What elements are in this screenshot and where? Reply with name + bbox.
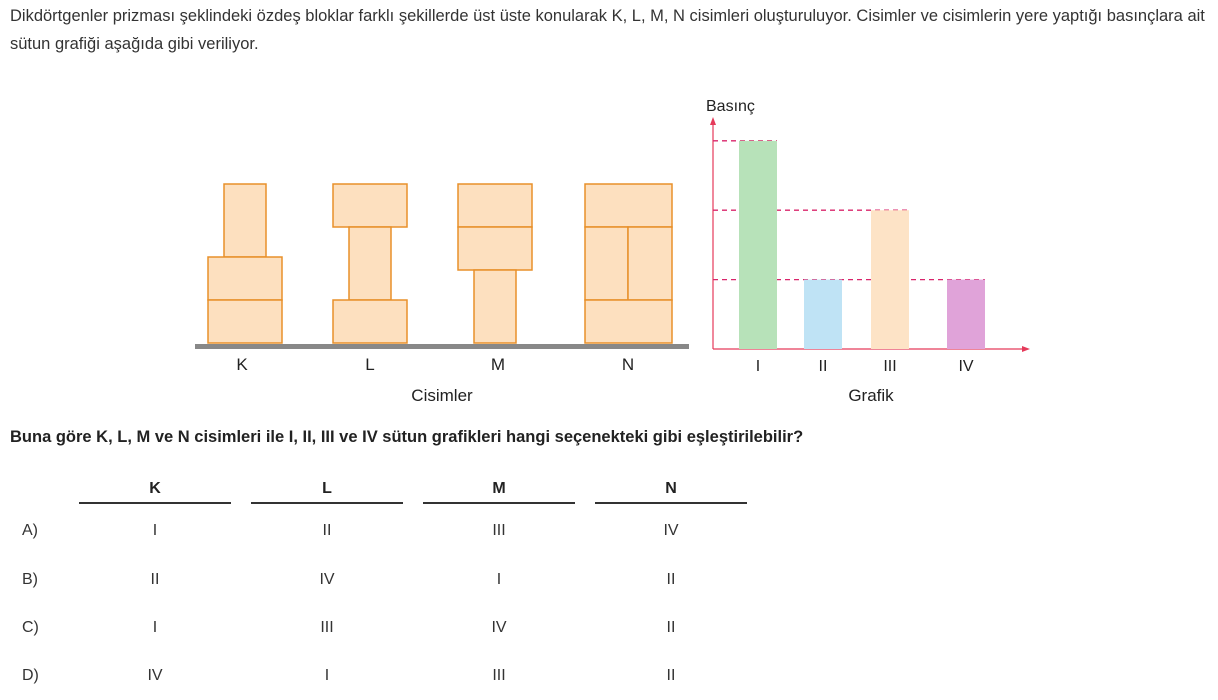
bar-i <box>739 140 777 349</box>
option-d-m: III <box>492 667 506 684</box>
option-a-m: III <box>492 522 506 539</box>
block <box>584 299 673 344</box>
intro-text: Dikdörtgenler prizması şeklindeki özdeş … <box>10 7 1205 53</box>
bar-iii <box>871 210 909 349</box>
block <box>473 269 517 344</box>
option-a-letter[interactable]: A) <box>22 522 38 539</box>
block <box>223 183 267 258</box>
option-b-l: IV <box>319 571 335 588</box>
option-c-m: IV <box>491 619 507 636</box>
block <box>207 299 283 344</box>
option-c-l: III <box>320 619 334 636</box>
block <box>584 183 673 228</box>
option-b-k: II <box>150 571 160 588</box>
option-d-n: II <box>666 667 676 684</box>
object-label-k: K <box>236 355 248 374</box>
option-d-l: I <box>324 667 330 684</box>
header-underline <box>595 502 747 504</box>
x-axis-arrow <box>1022 346 1030 352</box>
objects-caption: Cisimler <box>411 386 473 405</box>
option-b-m: I <box>496 571 502 588</box>
block <box>207 256 283 301</box>
option-d-k: IV <box>147 667 163 684</box>
option-c-k: I <box>152 619 158 636</box>
object-m <box>457 183 533 344</box>
block <box>457 183 533 228</box>
tick-label-ii: II <box>819 358 828 375</box>
bar-iv <box>947 279 985 349</box>
object-label-l: L <box>365 355 374 374</box>
option-a-n: IV <box>663 522 679 539</box>
figure: K L M N Cisimler Basınç Grafik I II III IV <box>195 98 1030 405</box>
block <box>627 226 673 301</box>
option-d-letter[interactable]: D) <box>22 667 39 684</box>
bar-ii <box>804 279 842 349</box>
question-text: Buna göre K, L, M ve N cisimleri ile I, … <box>10 428 804 446</box>
option-c-letter[interactable]: C) <box>22 619 39 636</box>
block <box>332 183 408 228</box>
tick-label-iv: IV <box>958 358 973 375</box>
option-a-k: I <box>152 522 158 539</box>
answer-header-n: N <box>665 480 677 497</box>
ground-line <box>195 344 689 349</box>
object-label-n: N <box>622 355 634 374</box>
answer-header-l: L <box>322 480 332 497</box>
header-underline <box>423 502 575 504</box>
block <box>457 226 533 271</box>
header-underline <box>251 502 403 504</box>
object-k <box>207 183 283 344</box>
option-b-letter[interactable]: B) <box>22 571 38 588</box>
pressure-chart: Basınç Grafik I II III IV <box>706 98 1030 405</box>
header-underline <box>79 502 231 504</box>
answer-header-m: M <box>492 480 506 497</box>
answer-header-k: K <box>149 480 161 497</box>
tick-label-iii: III <box>883 358 896 375</box>
y-axis-arrow <box>710 117 716 125</box>
option-b-n: II <box>666 571 676 588</box>
object-label-m: M <box>491 355 505 374</box>
block <box>332 299 408 344</box>
tick-label-i: I <box>756 358 760 375</box>
object-l <box>332 183 408 344</box>
block <box>584 226 629 301</box>
option-c-n: II <box>666 619 676 636</box>
object-n <box>584 183 673 344</box>
option-a-l: II <box>322 522 332 539</box>
x-axis-label: Grafik <box>848 386 894 405</box>
block <box>348 226 392 301</box>
y-axis-label: Basınç <box>706 98 755 115</box>
